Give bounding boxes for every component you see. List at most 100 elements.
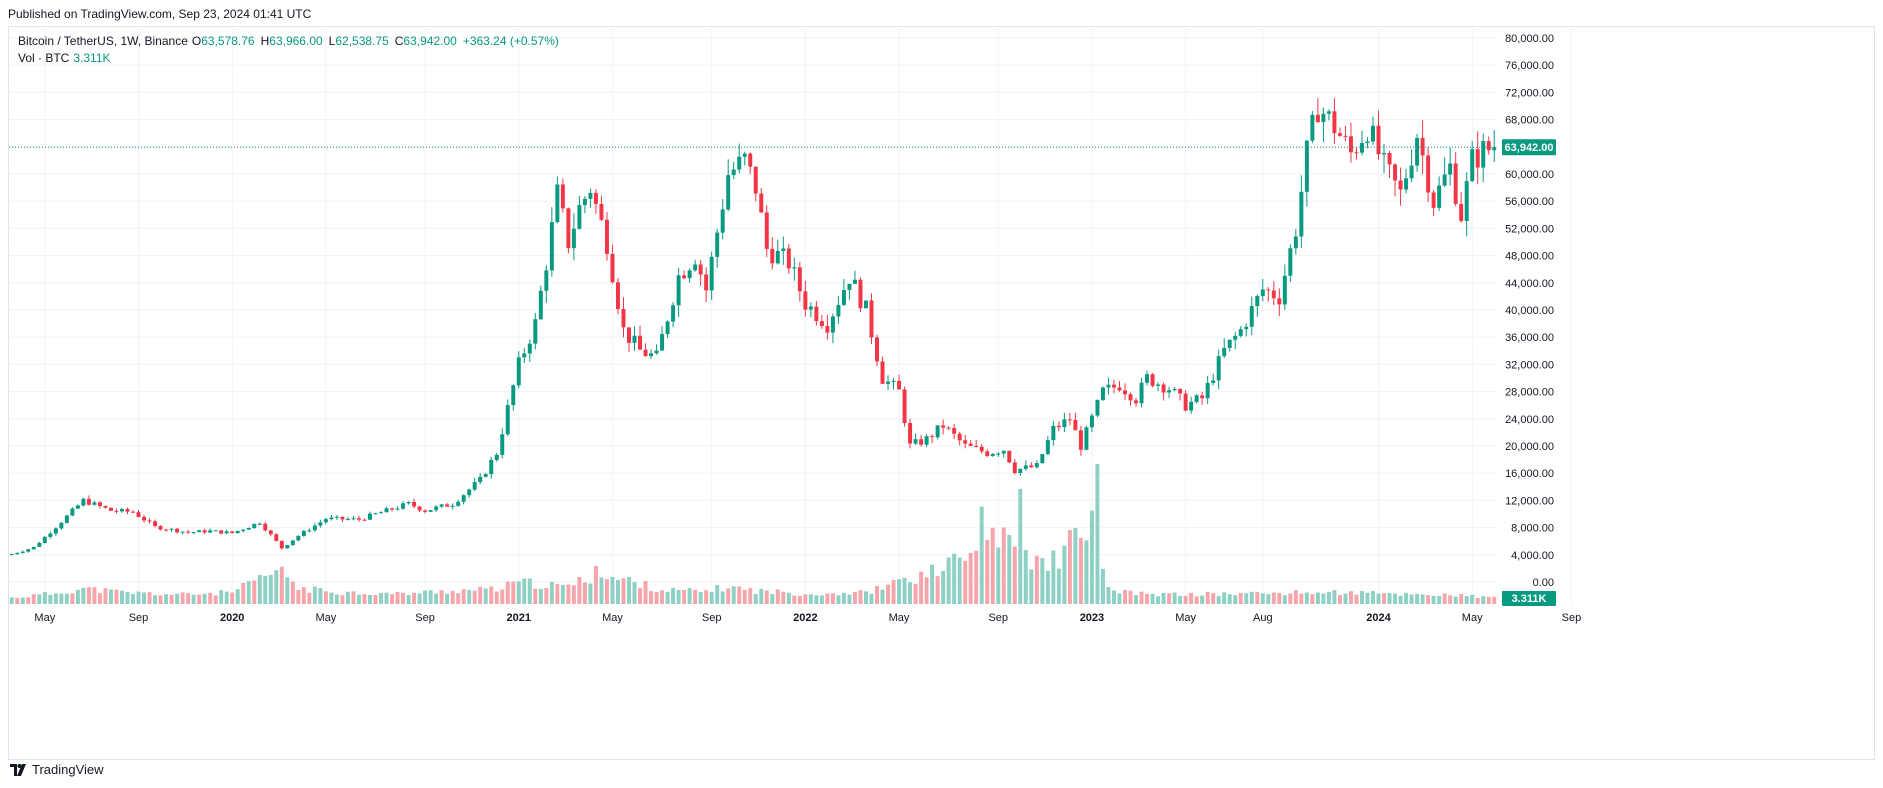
- volume-bar: [158, 595, 163, 604]
- candle-body: [1398, 180, 1403, 190]
- time-tick-label: 2023: [1080, 612, 1104, 624]
- candle-body: [48, 533, 53, 537]
- volume-bar: [830, 593, 835, 604]
- candle-body: [1012, 462, 1017, 473]
- candle-body: [86, 498, 91, 505]
- time-tick-label: May: [34, 612, 55, 624]
- candle-body: [147, 520, 152, 522]
- candle-body: [489, 459, 494, 475]
- candle-body: [1415, 137, 1420, 166]
- price-tick-label: 80,000.00: [1505, 33, 1554, 45]
- volume-bar: [1459, 594, 1464, 604]
- volume-bar: [434, 593, 439, 604]
- candle-body: [1266, 289, 1271, 291]
- volume-bar: [1464, 596, 1469, 604]
- volume-bar: [847, 594, 852, 604]
- candle-body: [1123, 390, 1127, 395]
- volume-bar: [114, 589, 119, 604]
- volume-bar: [1222, 592, 1227, 604]
- candles: [9, 98, 1497, 556]
- volume-bar: [1073, 528, 1078, 604]
- volume-bar: [1448, 595, 1453, 604]
- volume-bar: [748, 588, 753, 604]
- candle-body: [180, 531, 185, 533]
- candle-body: [665, 321, 670, 335]
- candle-body: [131, 511, 135, 513]
- volume-bar: [373, 595, 378, 604]
- volume-bar: [1178, 595, 1183, 604]
- candle-body: [1442, 174, 1447, 186]
- candle-body: [356, 518, 361, 520]
- candle-body: [1271, 290, 1276, 299]
- candle-body: [880, 361, 885, 384]
- candle-body: [1365, 141, 1370, 144]
- price-tick-label: 48,000.00: [1505, 251, 1554, 263]
- candle-body: [792, 267, 797, 269]
- candle-body: [1100, 387, 1105, 401]
- published-note: Published on TradingView.com, Sep 23, 20…: [8, 7, 312, 21]
- time-tick-label: Sep: [1562, 612, 1582, 624]
- candle-body: [516, 357, 521, 386]
- volume-bar: [290, 581, 295, 604]
- volume-bar: [709, 591, 714, 604]
- candle-body: [726, 175, 731, 210]
- candle-body: [1492, 147, 1497, 151]
- volume-bar: [142, 592, 147, 604]
- symbol-title[interactable]: Bitcoin / TetherUS, 1W, Binance: [18, 34, 188, 48]
- candle-body: [671, 305, 676, 322]
- tradingview-footer[interactable]: TradingView: [10, 762, 104, 777]
- volume-bar: [401, 592, 406, 604]
- chart-frame[interactable]: [8, 26, 1875, 760]
- volume-bar: [48, 594, 53, 604]
- volume-bar: [654, 592, 659, 604]
- volume-bar: [1365, 592, 1370, 604]
- candle-body: [555, 184, 560, 223]
- candle-body: [483, 474, 488, 477]
- candle-body: [103, 505, 108, 508]
- candle-body: [75, 505, 80, 509]
- candle-body: [886, 381, 891, 384]
- volume-bar: [1134, 595, 1139, 604]
- candle-body: [1420, 137, 1425, 156]
- candle-body: [599, 203, 604, 220]
- candle-body: [64, 515, 69, 523]
- volume-bar: [604, 578, 609, 604]
- volume-bar: [759, 588, 764, 604]
- candle-body: [1067, 419, 1072, 421]
- candle-body: [114, 510, 119, 512]
- candle-body: [549, 222, 554, 271]
- volume-bar: [428, 590, 433, 604]
- candle-body: [836, 304, 841, 317]
- volume-bar: [494, 591, 499, 604]
- candle-body: [505, 405, 510, 435]
- time-tick-label: Aug: [1253, 612, 1273, 624]
- volume-bar: [125, 591, 130, 604]
- candle-body: [560, 184, 565, 209]
- volume-bar: [1078, 537, 1083, 604]
- volume-label[interactable]: Vol · BTC: [18, 51, 70, 65]
- candle-body: [1189, 401, 1194, 411]
- candle-body: [219, 530, 224, 534]
- volume-bar: [1398, 595, 1403, 604]
- volume-bar: [1310, 594, 1315, 604]
- volume-bar: [1481, 596, 1486, 604]
- volume-bar: [924, 577, 929, 604]
- candle-body: [384, 508, 389, 513]
- price-tick-label: 16,000.00: [1505, 468, 1554, 480]
- volume-bar: [356, 594, 361, 604]
- volume-bar: [1161, 593, 1166, 604]
- volume-bar: [941, 570, 946, 604]
- volume-bar: [307, 592, 312, 604]
- time-tick-label: May: [1462, 612, 1483, 624]
- candle-body: [737, 156, 742, 170]
- price-tick-label: 24,000.00: [1505, 414, 1554, 426]
- candle-body: [731, 169, 736, 176]
- candle-body: [169, 528, 174, 530]
- candle-body: [819, 321, 824, 327]
- candle-body: [285, 545, 290, 549]
- time-tick-label: Sep: [415, 612, 435, 624]
- candle-body: [15, 552, 20, 555]
- volume-bar: [836, 595, 841, 604]
- volume-bar: [423, 590, 428, 604]
